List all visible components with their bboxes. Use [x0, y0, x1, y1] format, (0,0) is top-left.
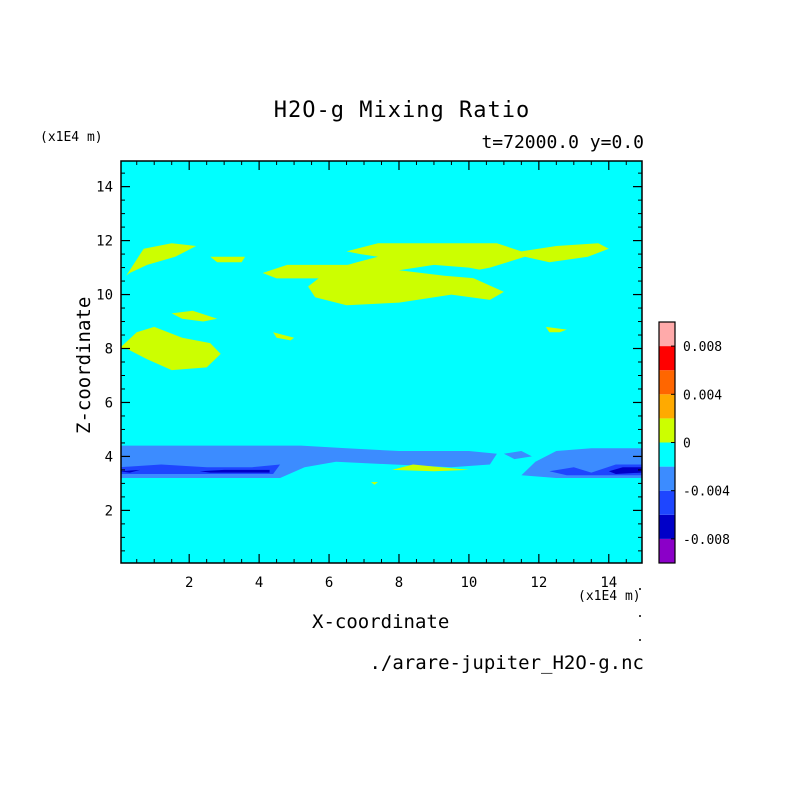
x-tick-label-4: 10	[460, 575, 477, 591]
y-axis-unit: (x1E4 m)	[40, 130, 103, 145]
x-tick-label-5: 12	[530, 575, 547, 591]
colorbar-tick-label-2: 0	[683, 437, 691, 452]
contour-region-1	[210, 256, 246, 263]
contour-region-11	[503, 451, 532, 460]
contour-region-17	[392, 464, 469, 472]
axes: 2 4 6 8 10 12 14 2 4 6 8 10 12 14	[96, 160, 643, 641]
contour-region-0	[126, 243, 197, 276]
contour-region-16	[608, 467, 642, 474]
colorbar: -0.008 -0.004 0 0.004 0.008	[658, 321, 730, 564]
colorbar-segment-7	[659, 370, 675, 395]
x-axis-label: X-coordinate	[312, 611, 450, 633]
colorbar-segment-3	[659, 466, 675, 491]
colorbar-tick-label-1: -0.004	[683, 485, 730, 500]
x-tick-label-2: 6	[325, 575, 333, 591]
colorbar-segment-9	[659, 322, 675, 347]
contour-region-5	[121, 326, 221, 371]
contour-regions	[121, 243, 642, 485]
y-tick-label-0: 2	[105, 503, 113, 519]
contour-region-7	[273, 332, 295, 341]
colorbar-segment-2	[659, 490, 675, 515]
x-tick-label-0: 2	[185, 575, 193, 591]
y-tick-label-5: 12	[96, 234, 113, 250]
y-tick-label-2: 6	[105, 395, 113, 411]
y-tick-label-4: 10	[96, 288, 113, 304]
x-tick-label-1: 4	[255, 575, 263, 591]
plot-area	[121, 161, 642, 563]
stray-marker-2	[639, 639, 641, 641]
colorbar-segment-1	[659, 514, 675, 539]
colorbar-segment-8	[659, 346, 675, 371]
y-tick-label-3: 8	[105, 342, 113, 358]
x-tick-label-3: 8	[395, 575, 403, 591]
colorbar-segment-6	[659, 394, 675, 419]
colorbar-tick-label-4: 0.008	[683, 340, 722, 355]
y-tick-label-6: 14	[96, 180, 113, 196]
contour-region-18	[371, 482, 378, 485]
colorbar-tick-label-0: -0.008	[683, 533, 730, 548]
chart-title: H2O-g Mixing Ratio	[273, 98, 531, 123]
contour-region-13	[199, 469, 270, 473]
colorbar-segment-4	[659, 442, 675, 467]
y-tick-label-1: 4	[105, 449, 113, 465]
colorbar-segment-5	[659, 418, 675, 443]
contour-region-8	[545, 326, 567, 333]
colorbar-tick-label-3: 0.004	[683, 388, 722, 403]
stray-marker-1	[639, 615, 641, 617]
source-file-label: ./arare-jupiter_H2O-g.nc	[369, 652, 644, 674]
contour-region-14	[121, 469, 141, 473]
colorbar-segment-0	[659, 538, 675, 563]
contour-region-6	[171, 310, 218, 322]
stray-marker-0	[639, 588, 641, 590]
x-tick-label-6: 14	[600, 575, 617, 591]
chart-subtitle: t=72000.0 y=0.0	[481, 132, 644, 153]
contour-region-4	[399, 264, 497, 279]
x-axis-unit: (x1E4 m)	[578, 589, 641, 604]
